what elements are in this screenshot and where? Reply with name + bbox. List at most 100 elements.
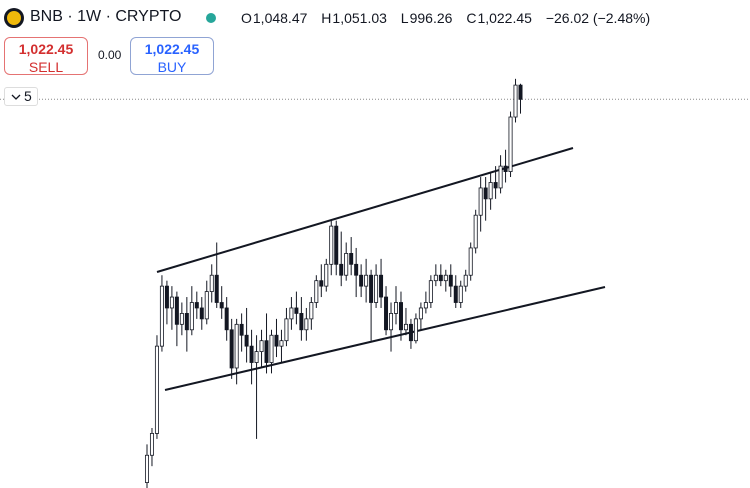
buy-price: 1,022.45 [144,41,200,57]
candle-body [144,454,149,483]
candle-body [508,116,513,172]
candle-body [389,313,394,331]
candle-body [483,187,488,200]
candle-body [478,187,483,216]
buy-button[interactable]: 1,022.45 BUY [130,37,214,75]
candle-body [189,302,194,331]
market-status [206,13,216,23]
indicator-count: 5 [24,88,32,104]
chevron [11,94,21,100]
candle-body [214,274,219,303]
candle-body [458,285,463,303]
candle-body [224,307,229,331]
candle-body [438,274,443,282]
coin-logo [4,8,24,28]
candle-body [199,307,204,320]
candle-body [194,302,199,309]
candle-body [324,263,329,287]
candle-body [334,225,339,265]
indicator-toggle[interactable]: 5 [4,87,38,106]
candle-body [418,307,423,320]
h-label: H [321,10,332,26]
high: 1,051.03 [332,10,387,26]
candle-body [294,307,299,314]
candle-body [284,318,289,342]
candle-body [234,323,239,369]
candle-body [393,302,398,314]
c-label: C [466,10,477,26]
sell-label: SELL [28,59,64,75]
candle-body [493,182,498,189]
candle-body [239,323,244,336]
candle-body [204,291,209,320]
o-label: O [241,10,252,26]
candle-body [179,313,184,325]
candle-body [498,165,503,189]
candle-body [448,274,453,287]
candle-body [289,307,294,320]
candle-body [174,296,179,325]
candle-body [159,285,164,347]
candle-body [229,329,234,369]
open: 1,048.47 [252,10,308,26]
candle-body [364,274,369,287]
candle-body [433,274,438,282]
candle-body [274,334,279,347]
sell-price: 1,022.45 [18,41,74,57]
candle-body [384,296,389,331]
candle-body [369,274,374,303]
low: 996.26 [409,10,453,26]
candle-body [149,433,154,456]
candle-body [408,323,413,342]
l-label: L [400,10,409,26]
candle-body [359,274,364,287]
candle-body [309,302,314,320]
sell-button[interactable]: 1,022.45 SELL [4,37,88,75]
candle-body [468,247,473,276]
buy-label: BUY [157,59,187,75]
candle-body [259,340,264,353]
candle-body [279,340,284,347]
channel-lower [164,286,606,391]
candle-body [398,302,403,331]
candle-body [354,263,359,276]
close: 1,022.45 [477,10,532,26]
candle-body [169,296,174,309]
candle-body [443,274,448,282]
ohlc-bar: O1,048.47 H1,051.03 L996.26 C1,022.45 −2… [241,10,651,26]
candle-body [413,318,418,342]
candle-body [518,84,523,100]
candle-body [488,182,493,200]
candle-body [314,280,319,303]
candle-body [374,274,379,303]
candle-body [304,318,309,331]
change: −26.02 (−2.48%) [545,10,651,26]
candle-body [513,84,518,118]
candle-body [184,313,189,331]
candle-body [423,302,428,309]
candle-body [463,274,468,287]
candle-body [219,302,224,309]
symbol[interactable]: BNB · 1W · CRYPTO [30,8,182,25]
candle-body [349,253,354,265]
candle-body [209,274,214,292]
candle-body [379,274,384,298]
candle-body [344,253,349,276]
candle-body [428,280,433,303]
candle-body [503,165,508,172]
candle-body [329,225,334,265]
candle-body [473,214,478,249]
candle-body [264,340,269,363]
candle-body [269,334,274,363]
candle-body [339,263,344,276]
candle-body [403,323,408,331]
candle-body [249,345,254,363]
candle-body [453,285,458,303]
candle-body [164,285,169,309]
candle-body [254,351,259,363]
spread: 0.00 [98,48,122,62]
candle-body [299,313,304,331]
candle-body [244,334,249,347]
